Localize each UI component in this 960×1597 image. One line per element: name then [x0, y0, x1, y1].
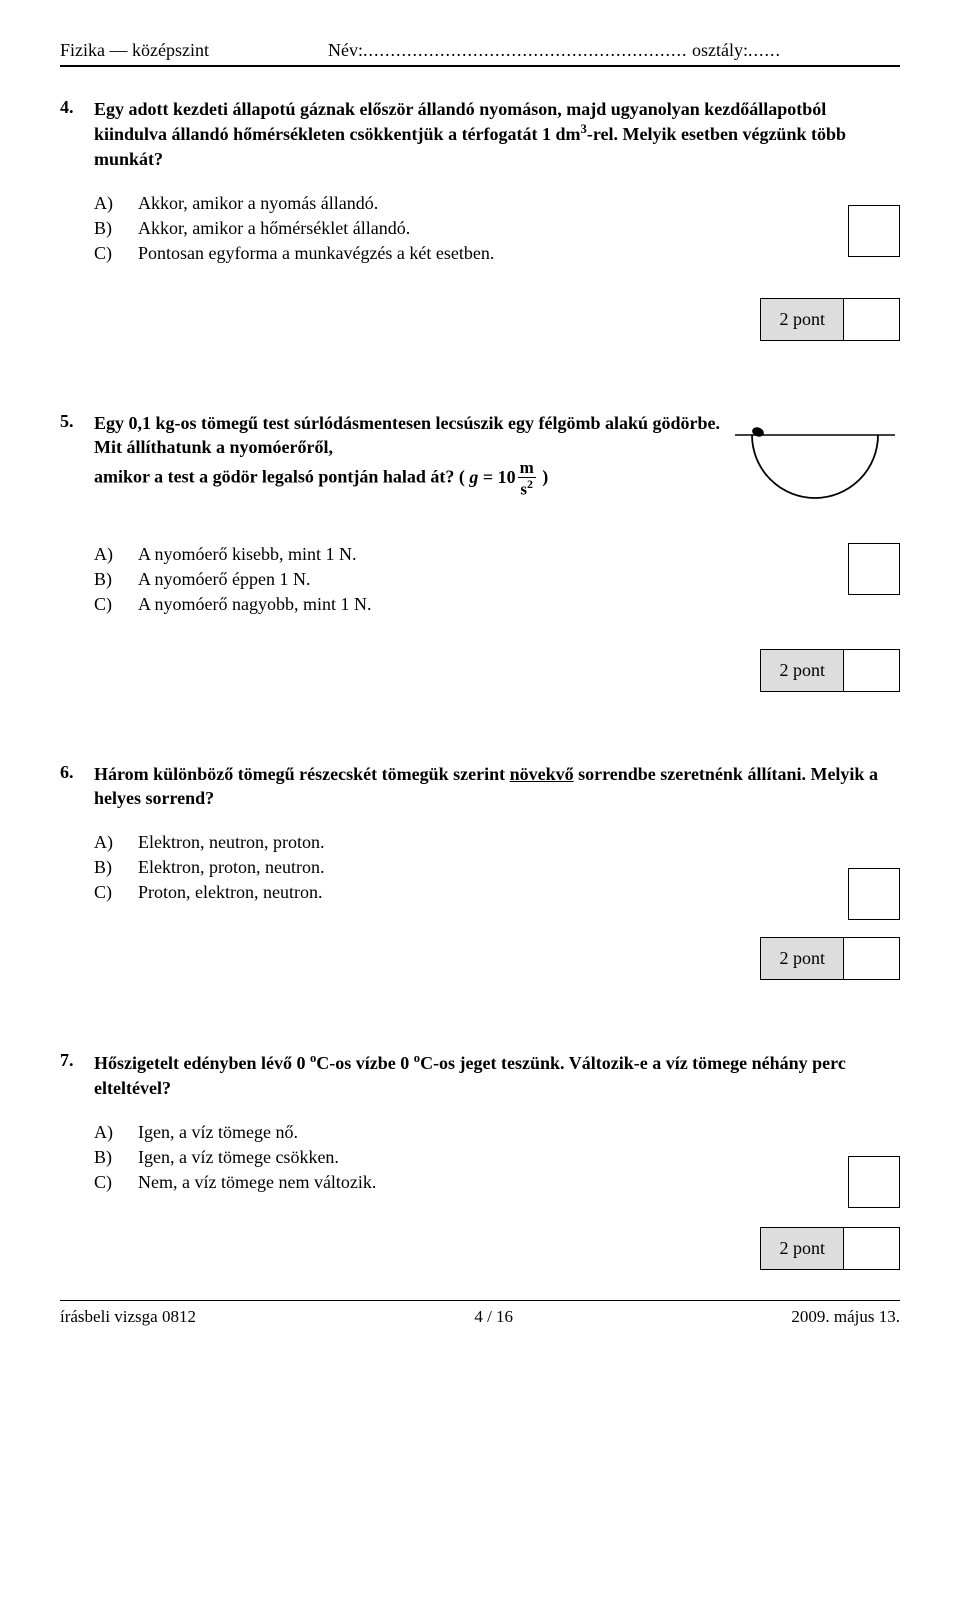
q7-number: 7. [60, 1050, 94, 1071]
name-dots: ........................................… [363, 40, 688, 60]
q4-text: Egy adott kezdeti állapotú gáznak előszö… [94, 97, 900, 171]
opt-text: Pontosan egyforma a munkavégzés a két es… [138, 243, 900, 264]
opt-label: B) [94, 857, 138, 878]
q5-text-line2-suffix: ) [542, 467, 548, 487]
q5-formula: g = 10ms2 [469, 467, 537, 487]
points-score-box[interactable] [844, 298, 900, 341]
footer-left: írásbeli vizsga 0812 [60, 1307, 196, 1327]
q5-text-line2-prefix: amikor a test a gödör legalsó pontján ha… [94, 467, 465, 487]
q5-figure [730, 417, 900, 522]
page-header: Fizika — középszint Név:................… [60, 40, 900, 61]
q6-number: 6. [60, 762, 94, 783]
opt-text: Akkor, amikor a hőmérséklet állandó. [138, 218, 900, 239]
opt-label: A) [94, 1122, 138, 1143]
q5-option-c: C) A nyomóerő nagyobb, mint 1 N. [94, 594, 900, 615]
q6-points: 2 pont [60, 937, 900, 980]
header-rule [60, 65, 900, 67]
question-5: 5. Egy 0,1 kg-os tömegű test súrlódásmen… [60, 411, 900, 692]
q4-points: 2 pont [60, 298, 900, 341]
q5-option-a: A) A nyomóerő kisebb, mint 1 N. [94, 544, 900, 565]
opt-label: A) [94, 193, 138, 214]
q6-option-c: C) Proton, elektron, neutron. [94, 882, 900, 903]
q5-answer-box[interactable] [848, 543, 900, 595]
opt-text: Akkor, amikor a nyomás állandó. [138, 193, 900, 214]
q6-option-a: A) Elektron, neutron, proton. [94, 832, 900, 853]
q4-number: 4. [60, 97, 94, 118]
points-score-box[interactable] [844, 649, 900, 692]
footer-rule [60, 1300, 900, 1301]
points-label: 2 pont [760, 298, 844, 341]
opt-text: A nyomóerő kisebb, mint 1 N. [138, 544, 900, 565]
class-label: osztály: [692, 40, 748, 60]
points-score-box[interactable] [844, 1227, 900, 1270]
q7-option-a: A) Igen, a víz tömege nő. [94, 1122, 900, 1143]
opt-label: C) [94, 1172, 138, 1193]
opt-label: B) [94, 218, 138, 239]
q7-option-c: C) Nem, a víz tömege nem változik. [94, 1172, 900, 1193]
q4-answer-box[interactable] [848, 205, 900, 257]
page-footer: írásbeli vizsga 0812 4 / 16 2009. május … [60, 1307, 900, 1327]
opt-text: Igen, a víz tömege nő. [138, 1122, 900, 1143]
q4-option-c: C) Pontosan egyforma a munkavégzés a két… [94, 243, 900, 264]
frac-num: m [518, 459, 536, 478]
opt-label: C) [94, 243, 138, 264]
opt-text: A nyomóerő nagyobb, mint 1 N. [138, 594, 900, 615]
q7-answer-box[interactable] [848, 1156, 900, 1208]
opt-label: B) [94, 1147, 138, 1168]
q4-option-a: A) Akkor, amikor a nyomás állandó. [94, 193, 900, 214]
q7-options: A) Igen, a víz tömege nő. B) Igen, a víz… [94, 1122, 900, 1193]
points-label: 2 pont [760, 937, 844, 980]
q7-option-b: B) Igen, a víz tömege csökken. [94, 1147, 900, 1168]
question-6: 6. Három különböző tömegű részecskét töm… [60, 762, 900, 981]
header-subject: Fizika — középszint [60, 40, 209, 61]
exam-page: Fizika — középszint Név:................… [0, 0, 960, 1357]
q4-option-b: B) Akkor, amikor a hőmérséklet állandó. [94, 218, 900, 239]
q5-points: 2 pont [60, 649, 900, 692]
hemisphere-icon [730, 417, 900, 517]
g-value: 10 [498, 467, 516, 487]
points-label: 2 pont [760, 1227, 844, 1270]
q6-text: Három különböző tömegű részecskét tömegü… [94, 762, 900, 811]
opt-label: C) [94, 882, 138, 903]
q5-number: 5. [60, 411, 94, 432]
q5-text: Egy 0,1 kg-os tömegű test súrlódásmentes… [94, 411, 720, 498]
opt-label: A) [94, 832, 138, 853]
points-score-box[interactable] [844, 937, 900, 980]
frac-den: s2 [518, 478, 536, 498]
question-7: 7. Hőszigetelt edényben lévő 0 oC-os víz… [60, 1050, 900, 1270]
opt-text: Elektron, neutron, proton. [138, 832, 900, 853]
q4-options: A) Akkor, amikor a nyomás állandó. B) Ak… [94, 193, 900, 264]
name-label: Név: [328, 40, 363, 60]
q6-option-b: B) Elektron, proton, neutron. [94, 857, 900, 878]
opt-text: A nyomóerő éppen 1 N. [138, 569, 900, 590]
q6-options: A) Elektron, neutron, proton. B) Elektro… [94, 832, 900, 903]
question-4: 4. Egy adott kezdeti állapotú gáznak elő… [60, 97, 900, 341]
opt-text: Proton, elektron, neutron. [138, 882, 900, 903]
footer-center: 4 / 16 [474, 1307, 513, 1327]
q6-answer-box[interactable] [848, 868, 900, 920]
opt-label: C) [94, 594, 138, 615]
header-name-field: Név:....................................… [209, 40, 900, 61]
opt-label: A) [94, 544, 138, 565]
q5-options: A) A nyomóerő kisebb, mint 1 N. B) A nyo… [94, 544, 900, 615]
class-dots: ...... [748, 40, 781, 60]
q5-option-b: B) A nyomóerő éppen 1 N. [94, 569, 900, 590]
opt-text: Igen, a víz tömege csökken. [138, 1147, 900, 1168]
q7-text: Hőszigetelt edényben lévő 0 oC-os vízbe … [94, 1050, 900, 1100]
opt-text: Nem, a víz tömege nem változik. [138, 1172, 900, 1193]
opt-label: B) [94, 569, 138, 590]
points-label: 2 pont [760, 649, 844, 692]
opt-text: Elektron, proton, neutron. [138, 857, 900, 878]
q7-points: 2 pont [60, 1227, 900, 1270]
q5-text-line1: Egy 0,1 kg-os tömegű test súrlódásmentes… [94, 413, 720, 457]
footer-right: 2009. május 13. [791, 1307, 900, 1327]
